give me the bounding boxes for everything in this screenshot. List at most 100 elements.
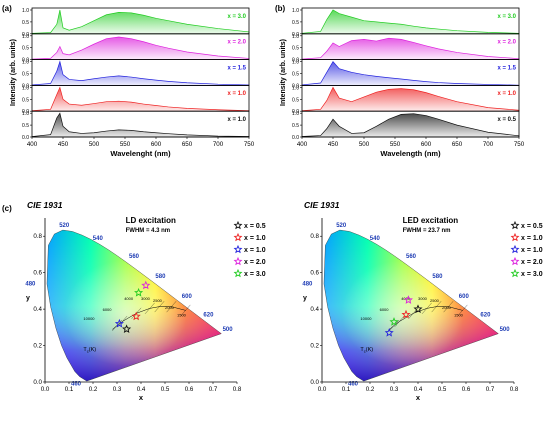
tc-label: Tc(K): [83, 347, 96, 354]
wavelength-label: 600: [182, 294, 193, 300]
series-label: x = 1.5: [227, 65, 246, 71]
legend-entry: x = 0.5: [244, 223, 266, 230]
cie-point-star: [403, 295, 413, 304]
legend-star: [510, 220, 520, 230]
y-tick-label: 1.0: [292, 85, 299, 91]
x-tick-label: 600: [421, 141, 432, 148]
wavelength-label: 540: [370, 236, 381, 242]
wavelength-label: 500: [500, 327, 511, 333]
legend-star: [233, 244, 243, 254]
panel-b: (b) x = 3.0 0.0 0.5 1.0 x = 2.0 0.0 0.5 1.0 x = 1…: [275, 4, 525, 158]
series-label: x = 1.0: [497, 91, 516, 97]
panel-a: (a) x = 3.0 0.0 0.5 1.0 x = 2.0 0.0 0.5 1.0 x = 1…: [2, 4, 255, 158]
tc-unit: (K): [89, 347, 97, 353]
wavelength-label: 520: [59, 223, 70, 229]
series-label: x = 3.0: [227, 14, 246, 20]
y-tick-label: 0.8: [33, 233, 42, 240]
y-tick-label: 0.8: [310, 233, 319, 240]
cct-label: 2500: [153, 298, 163, 303]
x-tick-label: 0.2: [89, 386, 98, 393]
x-tick-label: 0.0: [41, 386, 50, 393]
cie-gamut-outline: [46, 229, 222, 382]
wavelength-label: 560: [129, 254, 140, 260]
x-tick-label: 0.6: [462, 386, 471, 393]
fwhm-label: FWHM = 23.7 nm: [403, 228, 451, 234]
cie-point-star: [131, 311, 141, 321]
y-tick-label: 0.0: [22, 58, 29, 64]
legend-entry: x = 3.0: [521, 271, 543, 278]
isotherm-line: [180, 304, 191, 316]
x-tick-label: 700: [213, 141, 224, 148]
series-label: x = 2.0: [227, 40, 246, 46]
x-tick-label: 0.3: [390, 386, 399, 393]
legend-entry: x = 2.0: [244, 259, 266, 266]
y-tick-label: 1.0: [22, 111, 29, 117]
y-axis-title: Intensity (arb. units): [280, 39, 287, 106]
x-tick-label: 0.1: [65, 386, 74, 393]
cie-point-star: [141, 280, 151, 290]
wavelength-label: 480: [25, 281, 36, 287]
cie-point-star: [134, 287, 144, 297]
tc-unit: (K): [366, 347, 374, 353]
x-tick-label: 0.4: [414, 386, 423, 393]
x-tick-label: 400: [27, 141, 38, 148]
y-tick-label: 0.0: [310, 379, 319, 386]
cie-point-star: [401, 309, 411, 319]
x-tick-label: 500: [89, 141, 100, 148]
series-label: x = 1.5: [497, 65, 516, 71]
x-tick-label: 550: [120, 141, 131, 148]
x-tick-label: 0.8: [510, 386, 519, 393]
x-tick-label: 0.6: [185, 386, 194, 393]
x-tick-label: 550: [390, 141, 401, 148]
y-tick-label: 1.0: [292, 8, 299, 14]
x-tick-label: 0.5: [438, 386, 447, 393]
y-tick-label: 0.5: [292, 97, 299, 103]
isotherm-line: [144, 302, 155, 314]
excitation-title: LD excitation: [126, 216, 176, 225]
y-tick-label: 0.4: [310, 306, 319, 313]
subplot-frame: [301, 110, 520, 138]
y-tick-label: 0.2: [33, 343, 42, 350]
y-tick-label: 0.0: [292, 109, 299, 115]
wavelength-label: 620: [203, 312, 214, 318]
wavelength-label: 480: [302, 281, 313, 287]
series-label: x = 0.5: [497, 117, 516, 123]
x-tick-label: 600: [151, 141, 162, 148]
x-tick-label: 450: [328, 141, 339, 148]
cie-point-star: [413, 304, 423, 313]
cct-label: 6000: [380, 307, 390, 312]
legend-star: [510, 256, 520, 266]
x-tick-label: 0.8: [233, 386, 242, 393]
tc-subscript: c: [364, 349, 366, 354]
cie-title: CIE 1931: [304, 200, 340, 210]
x-tick-label: 0.0: [318, 386, 327, 393]
isotherm-line: [457, 304, 468, 316]
series-label: x = 1.0: [227, 117, 246, 123]
x-tick-label: 0.2: [366, 386, 375, 393]
wavelength-label: 520: [336, 223, 347, 229]
panel-letter: (b): [275, 4, 286, 13]
x-tick-label: 0.3: [113, 386, 122, 393]
isotherm-line: [421, 302, 432, 314]
y-tick-label: 0.5: [292, 20, 299, 26]
y-tick-label: 0.5: [22, 20, 29, 26]
legend-entry: x = 1.0: [521, 247, 543, 254]
x-tick-label: 500: [359, 141, 370, 148]
y-tick-label: 0.0: [292, 135, 299, 141]
x-tick-label: 750: [514, 141, 525, 148]
cct-label: 1500: [454, 312, 464, 317]
cct-label: 2500: [430, 298, 440, 303]
cct-label: 6000: [103, 307, 113, 312]
legend-entry: x = 1.0: [521, 235, 543, 242]
series-area-x15: [31, 60, 250, 86]
y-tick-label: 0.5: [22, 72, 29, 78]
cct-label: 2000: [165, 305, 175, 310]
legend-entry: x = 2.0: [521, 259, 543, 266]
wavelength-label: 620: [480, 312, 491, 318]
tc-symbol: T: [83, 347, 87, 353]
legend-entry: x = 0.5: [521, 223, 543, 230]
legend-entry: x = 1.0: [244, 235, 266, 242]
excitation-title: LED excitation: [403, 216, 459, 225]
wavelength-label: 580: [432, 274, 443, 280]
